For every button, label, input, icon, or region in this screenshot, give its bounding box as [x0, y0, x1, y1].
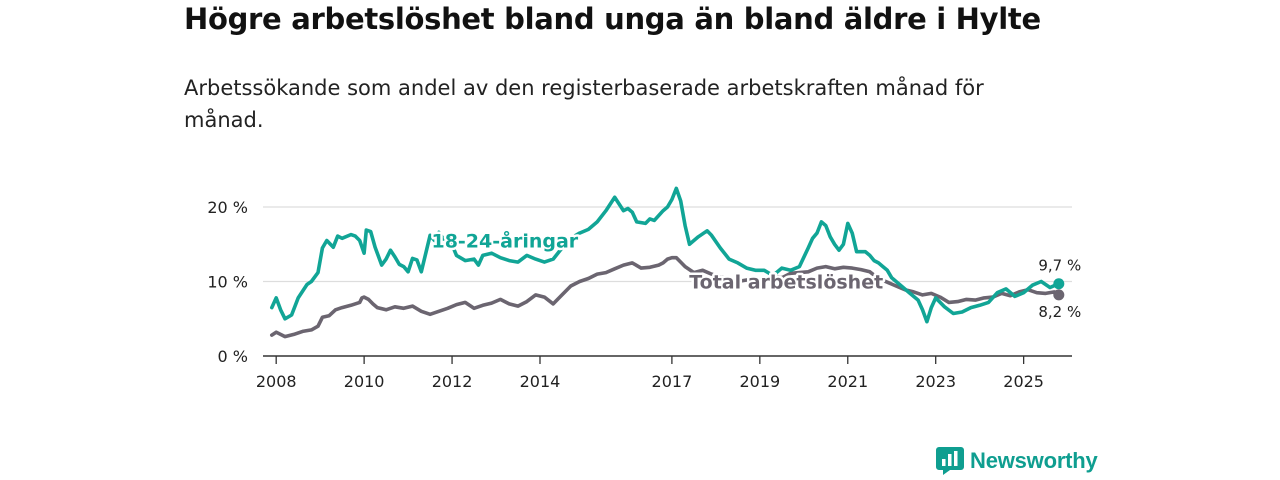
x-tick-label: 2025 — [1003, 372, 1044, 391]
end-point-18-24-ringar — [1053, 278, 1065, 290]
brand-logo[interactable]: Newsworthy — [936, 446, 1098, 476]
end-point-total-arbetsl-shet — [1053, 289, 1065, 301]
x-tick-label: 2019 — [739, 372, 780, 391]
y-tick-label: 10 % — [207, 273, 248, 292]
x-tick-label: 2023 — [915, 372, 956, 391]
y-tick-label: 0 % — [218, 347, 248, 366]
x-tick-label: 2017 — [652, 372, 693, 391]
series-label-total-arbetsl-shet: Total arbetslöshet — [689, 272, 883, 294]
brand-name: Newsworthy — [970, 448, 1098, 473]
x-tick-label: 2008 — [256, 372, 297, 391]
series-line-total-arbetsl-shet — [270, 255, 1061, 339]
end-value-label-18-24-ringar: 9,7 % — [1038, 257, 1081, 275]
x-tick-label: 2014 — [520, 372, 561, 391]
chart-subtitle: Arbetssökande som andel av den registerb… — [184, 76, 984, 132]
x-tick-label: 2021 — [827, 372, 868, 391]
series-line-18-24-ringar — [270, 186, 1061, 324]
series-label-18-24-ringar: 18-24-åringar — [431, 229, 578, 253]
chart-title: Högre arbetslöshet bland unga än bland ä… — [184, 2, 1041, 36]
end-value-label-total-arbetsl-shet: 8,2 % — [1038, 303, 1081, 321]
y-tick-label: 20 % — [207, 198, 248, 217]
newsworthy-logo-icon — [936, 447, 964, 475]
x-tick-label: 2010 — [344, 372, 385, 391]
line-chart: 0 % 10 % 20 % 2008 2010 2012 2014 2017 2019 2021 2… — [207, 186, 1081, 391]
x-tick-label: 2012 — [432, 372, 473, 391]
